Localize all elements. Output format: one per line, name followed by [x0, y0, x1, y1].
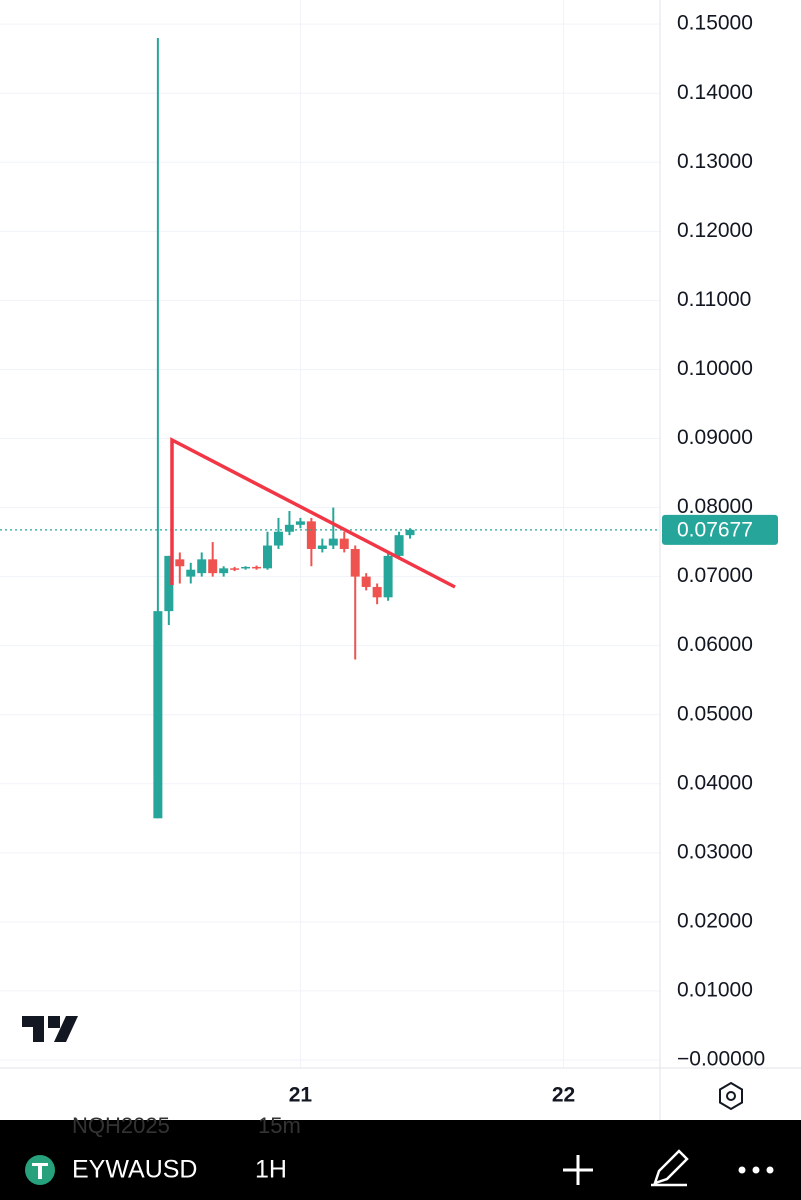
candle-body — [252, 566, 262, 569]
candle-body — [383, 555, 393, 598]
candle-body — [241, 566, 251, 569]
last-price-label: 0.07677 — [677, 518, 753, 541]
grid — [0, 0, 660, 1068]
candle-body — [295, 521, 305, 525]
candle-body — [230, 568, 240, 570]
y-tick-label: 0.11000 — [677, 288, 751, 311]
candle-body — [186, 569, 196, 577]
y-tick-label: 0.01000 — [677, 978, 753, 1001]
candle-body — [328, 538, 338, 546]
y-tick-label: 0.10000 — [677, 357, 753, 380]
y-tick-label: 0.08000 — [677, 495, 753, 518]
candle-body — [273, 531, 283, 546]
last-price-badge — [662, 514, 778, 545]
candle-body — [263, 545, 273, 569]
candle-body — [317, 545, 327, 549]
symbol[interactable]: EYWAUSD — [72, 1156, 197, 1184]
settings-button[interactable] — [719, 1081, 743, 1111]
candle-body — [197, 559, 207, 574]
tradingview-logo — [22, 1016, 78, 1042]
y-tick-label: 0.14000 — [677, 81, 753, 104]
x-tick-label: 21 — [289, 1084, 313, 1107]
trend-line — [170, 437, 456, 589]
y-tick-label: 0.03000 — [677, 840, 753, 863]
y-tick-label: 0.09000 — [677, 426, 753, 449]
candle-body — [361, 576, 371, 587]
candle-body — [153, 611, 163, 819]
more-button[interactable] — [738, 1166, 774, 1174]
y-tick-label: 0.02000 — [677, 909, 753, 932]
toolbar — [0, 1120, 801, 1200]
y-tick-label: 0.13000 — [677, 150, 753, 173]
y-tick-label: 0.12000 — [677, 219, 753, 242]
candle-body — [350, 548, 360, 577]
y-tick-label: 0.06000 — [677, 633, 753, 656]
y-tick-label: 0.15000 — [677, 12, 753, 35]
candle-body — [208, 559, 218, 574]
y-tick-label: 0.07000 — [677, 564, 753, 587]
draw-button[interactable] — [651, 1149, 689, 1187]
candle-body — [175, 559, 185, 567]
candle-body — [219, 568, 229, 574]
symbol-icon — [25, 1155, 55, 1185]
candle-body — [405, 529, 415, 536]
candle-body — [339, 538, 349, 549]
y-tick-label: 0.04000 — [677, 771, 753, 794]
watermark-interval: 15m — [258, 1113, 301, 1138]
y-tick-label: 0.05000 — [677, 702, 753, 725]
watermark-symbol: NQH2025 — [72, 1113, 170, 1138]
interval[interactable]: 1H — [255, 1156, 287, 1184]
y-tick-label: −0.00000 — [677, 1048, 765, 1071]
candle-body — [394, 535, 404, 556]
add-button[interactable] — [563, 1155, 593, 1185]
x-tick-label: 22 — [552, 1084, 575, 1107]
candle-body — [306, 521, 316, 549]
candle-body — [284, 524, 294, 532]
candles — [0, 37, 660, 819]
candle-body — [372, 586, 382, 598]
candle-body — [164, 555, 174, 612]
